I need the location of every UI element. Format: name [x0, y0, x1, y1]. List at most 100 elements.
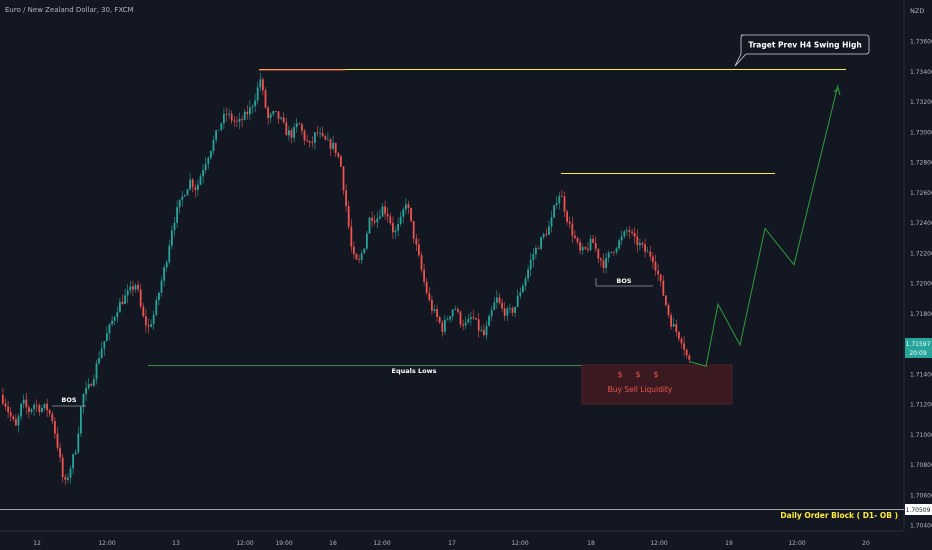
candle-body	[615, 248, 618, 252]
candle-body	[7, 406, 9, 413]
liquidity-zone[interactable]: $ $ $ Buy Sell Liquidity	[581, 364, 733, 405]
candle-body	[433, 309, 436, 311]
candle-body	[566, 211, 568, 222]
candle-body	[134, 284, 137, 290]
candle-body	[295, 123, 298, 128]
price-tick-label: 1.71800	[910, 311, 932, 318]
price-tick-label: 1.70600	[910, 492, 932, 499]
candle-body	[548, 226, 550, 235]
candle-body	[22, 399, 25, 404]
candle-body	[438, 316, 441, 323]
candle-body	[90, 384, 93, 386]
candle-body	[485, 325, 488, 336]
time-tick-label: 20	[862, 540, 870, 547]
projection-path	[689, 84, 839, 367]
price-tick-label: 1.71400	[910, 371, 932, 378]
candle-body	[628, 230, 631, 232]
candle-body	[498, 297, 501, 303]
candle-body	[425, 281, 428, 294]
candle-body	[597, 248, 600, 259]
candle-body	[59, 447, 61, 458]
price-tick-label: 1.72600	[910, 190, 932, 197]
candle-body	[178, 199, 181, 208]
candle-body	[537, 248, 540, 249]
candle-body	[139, 289, 142, 307]
candle-body	[82, 394, 85, 407]
candle-body	[402, 209, 405, 217]
time-tick-label: 19	[725, 540, 733, 547]
candle-body	[108, 324, 111, 334]
candle-body	[683, 343, 685, 350]
dollar-sign-1: $	[617, 370, 622, 379]
candle-body	[113, 317, 116, 321]
candle-body	[288, 130, 290, 136]
candle-body	[371, 217, 373, 221]
candle-body	[98, 357, 100, 364]
candle-body	[376, 218, 379, 223]
candle-body	[48, 410, 51, 414]
target-callout[interactable]: Traget Prev H4 Swing High	[734, 34, 870, 67]
candle-body	[61, 457, 64, 477]
candle-body	[381, 206, 384, 217]
candle-body	[584, 247, 587, 249]
candle-body	[451, 309, 454, 317]
time-tick-label: 12	[33, 540, 41, 547]
candle-body	[657, 270, 659, 275]
candle-body	[160, 280, 163, 293]
candle-body	[285, 122, 288, 136]
equal-lows-label: Equals Lows	[392, 367, 437, 375]
candle-body	[519, 292, 522, 296]
candle-body	[568, 221, 571, 224]
time-tick-label: 12:00	[788, 540, 805, 547]
candle-body	[483, 330, 485, 336]
candle-body	[454, 309, 457, 310]
candle-body	[280, 117, 282, 119]
bos-left-label: BOS	[61, 396, 76, 404]
candle-body	[613, 251, 615, 253]
candle-body	[119, 301, 121, 313]
candle-body	[462, 324, 464, 326]
candle-body	[654, 261, 657, 271]
time-axis[interactable]: 12 12:00 13 12:00 19:00 16 12:00 17 12:00 18 12:00…	[0, 530, 904, 547]
candle-body	[56, 433, 59, 448]
candle-body	[542, 234, 545, 238]
candle-body	[399, 216, 402, 225]
time-tick-label: 12:00	[98, 540, 115, 547]
candle-body	[262, 79, 264, 91]
candle-body	[17, 416, 20, 426]
candle-body	[321, 133, 324, 136]
candle-body	[137, 284, 139, 290]
candle-body	[4, 403, 7, 407]
candle-body	[152, 314, 155, 325]
candle-body	[72, 454, 74, 469]
candle-body	[54, 421, 56, 434]
candle-body	[95, 363, 98, 380]
candle-body	[379, 216, 381, 219]
candle-body	[254, 100, 256, 107]
chart-title: Euro / New Zealand Dollar, 30, FXCM	[5, 6, 134, 14]
candle-body	[522, 285, 524, 293]
candle-body	[618, 240, 620, 249]
candle-body	[184, 195, 186, 197]
candle-body	[132, 286, 134, 290]
candle-body	[602, 260, 605, 268]
candle-body	[2, 394, 4, 404]
candle-body	[493, 302, 496, 310]
candle-body	[202, 169, 204, 177]
candle-body	[215, 130, 217, 140]
candle-body	[298, 123, 301, 125]
candle-body	[415, 238, 418, 245]
candle-body	[173, 222, 176, 231]
price-tick-label: 1.70400	[910, 523, 932, 530]
candle-body	[623, 231, 626, 237]
candle-body	[464, 322, 467, 326]
price-axis[interactable]: NZD 1.73600 1.73400 1.73200 1.73000 1.72800 1…	[903, 0, 932, 530]
last-price-badge: 1.71597 20:09	[905, 338, 932, 358]
candle-body	[355, 254, 358, 260]
price-tick-label: 1.73600	[910, 39, 932, 46]
candle-body	[38, 405, 41, 412]
candle-body	[314, 132, 316, 143]
candle-body	[678, 331, 680, 339]
